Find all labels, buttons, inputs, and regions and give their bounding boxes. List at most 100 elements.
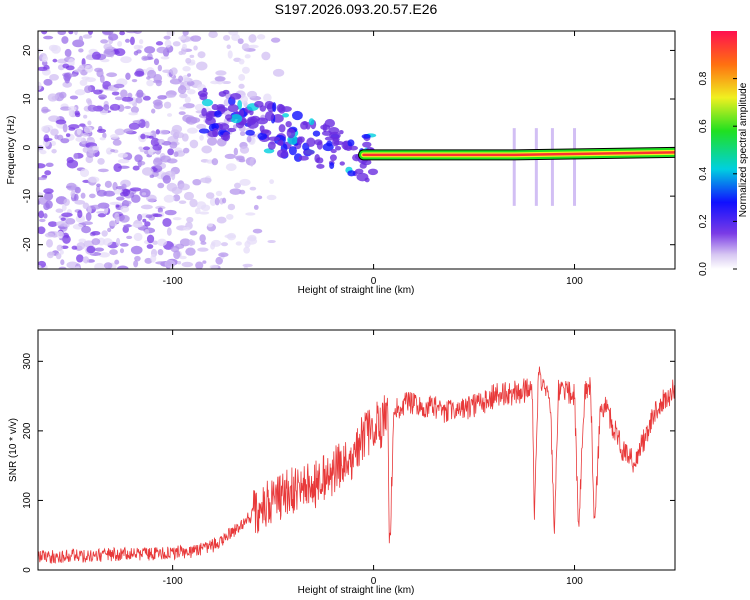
noise-blob <box>99 137 106 141</box>
noise-blob <box>147 69 157 79</box>
signal-blob <box>227 104 239 113</box>
noise-blob <box>163 35 171 40</box>
noise-blob <box>201 145 213 154</box>
noise-blob <box>172 194 181 202</box>
noise-blob <box>64 74 71 84</box>
noise-blob <box>48 115 60 122</box>
noise-blob <box>61 36 69 44</box>
noise-blob <box>190 35 202 42</box>
noise-blob <box>181 261 194 268</box>
noise-blob <box>41 108 51 113</box>
snr-series-line <box>38 366 675 564</box>
noise-blob <box>181 133 189 142</box>
colorbar-gradient <box>711 31 737 269</box>
signal-blob <box>322 143 334 152</box>
noise-blob <box>61 212 73 218</box>
noise-blob <box>209 264 219 269</box>
noise-blob <box>145 214 153 219</box>
noise-blob <box>233 147 239 156</box>
noise-blob <box>189 198 198 208</box>
signal-blob <box>212 127 219 138</box>
noise-blob <box>45 162 54 168</box>
noise-blob <box>170 129 180 137</box>
noise-blob <box>76 254 84 263</box>
noise-blob <box>61 203 67 212</box>
noise-blob <box>39 149 47 155</box>
signal-blob <box>298 136 305 143</box>
noise-blob <box>136 89 144 98</box>
noise-blob <box>46 251 54 259</box>
signal-blob <box>306 137 316 148</box>
noise-blob <box>81 221 94 226</box>
noise-blob <box>74 89 86 96</box>
noise-blob <box>87 104 98 112</box>
noise-blob <box>113 163 122 172</box>
noise-blob <box>41 55 49 63</box>
noise-blob <box>182 147 190 154</box>
signal-blob <box>347 139 355 147</box>
noise-blob <box>131 223 144 228</box>
noise-blob <box>109 201 122 206</box>
noise-blob <box>173 250 181 260</box>
noise-blob <box>125 72 131 80</box>
noise-blob <box>87 176 100 183</box>
noise-blob <box>96 210 108 214</box>
noise-blob <box>103 262 113 269</box>
snr-x-ticks: -100 0 100 <box>163 330 583 587</box>
noise-blob <box>39 218 46 223</box>
noise-blob <box>142 95 151 101</box>
noise-blob <box>82 202 90 210</box>
noise-blob <box>46 239 53 248</box>
noise-blob <box>85 77 97 83</box>
noise-blob <box>188 239 194 247</box>
noise-blob <box>76 128 82 135</box>
noise-blob <box>157 95 167 100</box>
noise-blob <box>109 249 118 256</box>
snr-panel: -100 0 100 0 100 200 300 Height of straight l… <box>8 329 676 596</box>
colorbar-tick-label: 0.2 <box>698 214 709 228</box>
signal-blob <box>330 149 337 154</box>
noise-blob <box>220 242 229 247</box>
noise-blob <box>183 191 195 201</box>
noise-blob <box>127 92 133 99</box>
noise-blob <box>115 237 121 247</box>
noise-blob <box>123 224 133 228</box>
signal-blob <box>257 132 268 140</box>
noise-blob <box>47 221 58 227</box>
noise-blob <box>119 242 129 247</box>
noise-blob <box>157 138 165 144</box>
noise-blob <box>113 83 125 89</box>
noise-blob <box>187 73 192 77</box>
signal-blob <box>303 149 315 156</box>
noise-blob <box>121 183 127 190</box>
signal-blob <box>364 177 370 183</box>
noise-blob <box>170 245 180 253</box>
noise-blob <box>222 80 231 85</box>
noise-blob <box>238 74 246 81</box>
noise-blob <box>215 70 227 76</box>
noise-blob <box>263 93 272 102</box>
signal-blob <box>335 145 342 151</box>
noise-blob <box>129 187 142 192</box>
signal-blob <box>205 112 213 122</box>
noise-blob <box>96 189 107 197</box>
noise-blob <box>133 31 143 35</box>
noise-blob <box>97 157 105 165</box>
noise-blob <box>73 31 78 36</box>
noise-blob <box>156 238 167 247</box>
noise-blob <box>239 178 251 186</box>
noise-blob <box>196 123 207 130</box>
noise-blob <box>102 238 113 246</box>
noise-blob <box>65 133 71 137</box>
noise-blob <box>144 46 156 54</box>
noise-blob <box>214 197 220 206</box>
spectrogram-y-ticks: -20 -10 0 10 20 <box>22 44 675 252</box>
noise-blob <box>197 247 209 252</box>
noise-blob <box>252 228 263 234</box>
noise-blob <box>235 155 245 161</box>
noise-blob <box>266 194 277 201</box>
noise-blob <box>144 221 151 227</box>
noise-blob <box>112 181 118 191</box>
noise-blob <box>186 127 198 134</box>
noise-blob <box>206 136 218 146</box>
